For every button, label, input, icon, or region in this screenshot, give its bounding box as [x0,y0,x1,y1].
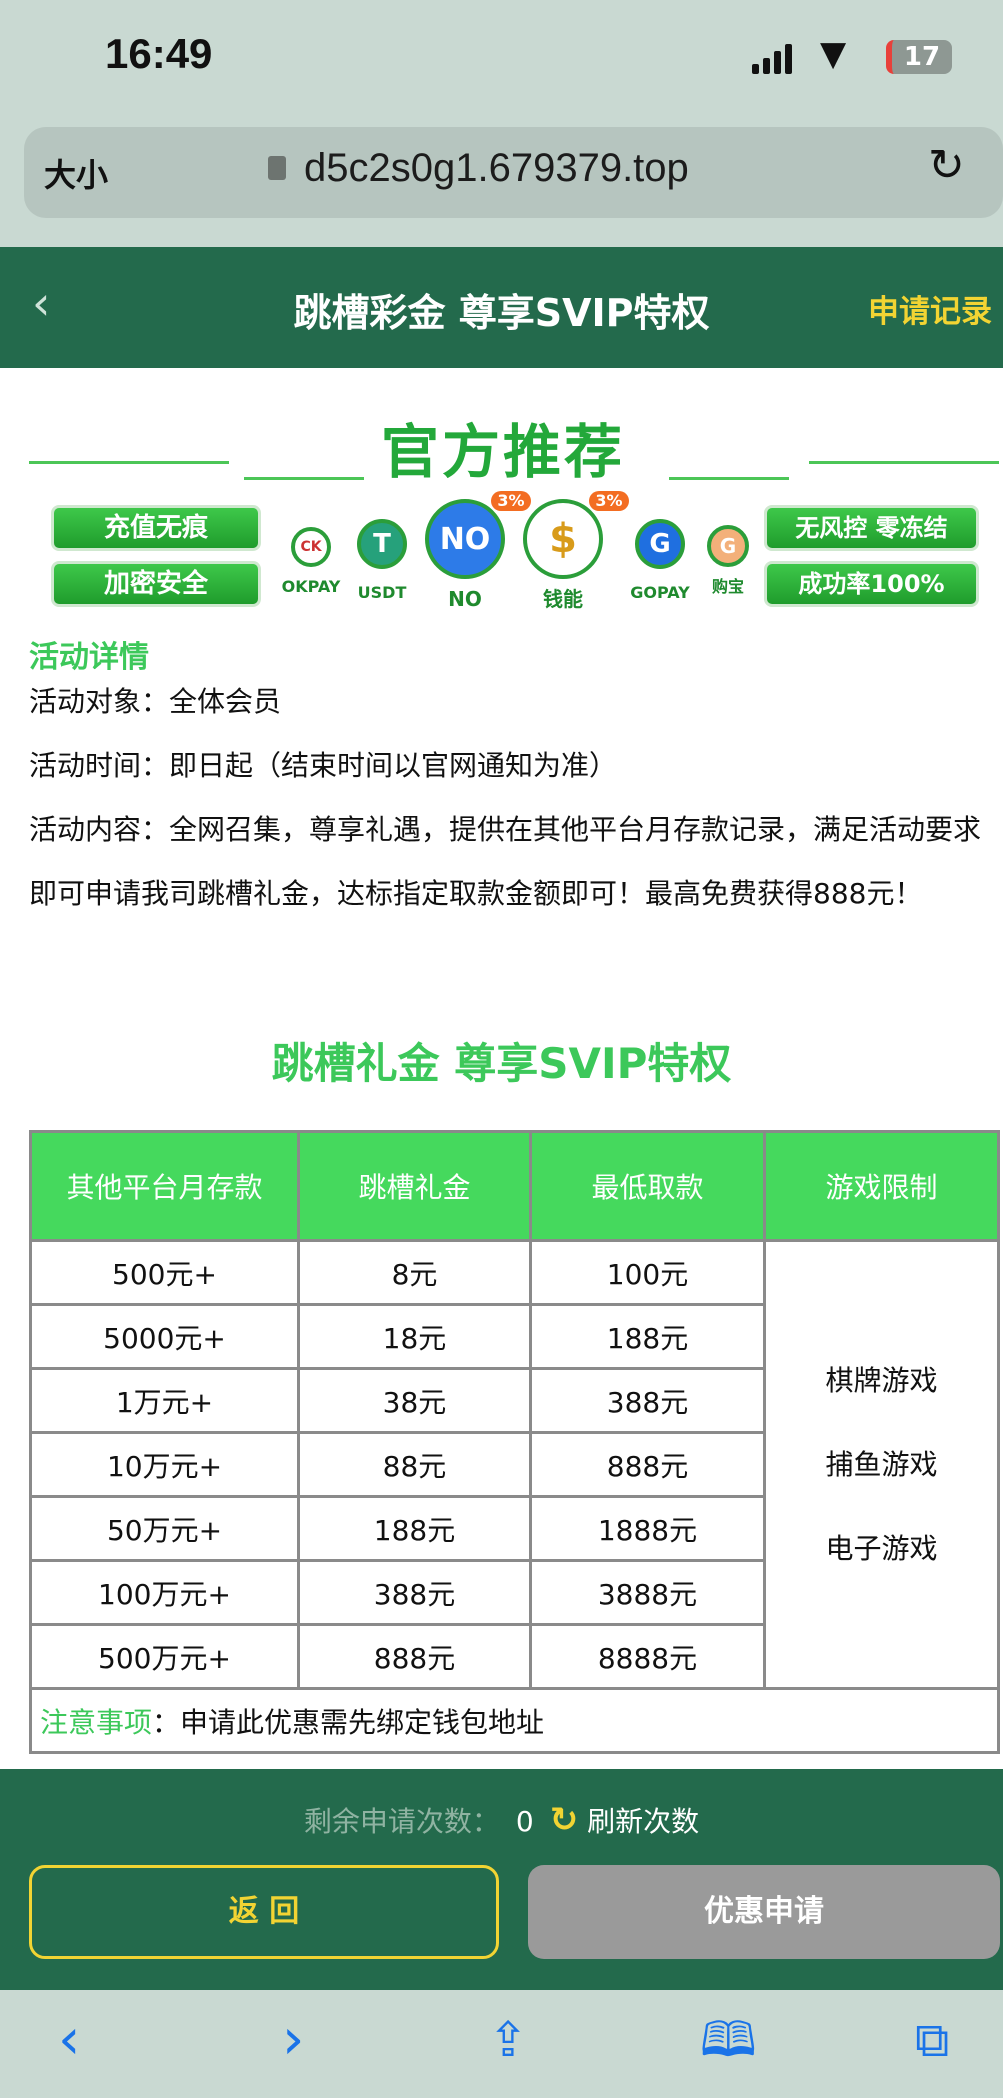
battery-icon: 17 [886,40,952,74]
cell: 1万元+ [29,1367,300,1434]
banner-badge: 充值无痕 [51,505,261,551]
cell: 8888元 [529,1623,766,1690]
banner-badge: 成功率100% [764,561,979,607]
back-chevron-icon[interactable]: ‹ [32,276,51,330]
note-text: ：申请此优惠需先绑定钱包地址 [152,1705,545,1739]
column-header: 跳槽礼金 [297,1130,532,1242]
table-row: 500万元+ 888元 8888元 [29,1623,999,1690]
table-row: 10万元+ 88元 888元 [29,1431,999,1498]
browser-back-icon[interactable]: ‹ [58,2007,81,2072]
coin-label: OKPAY [281,577,341,596]
text-size-button[interactable]: 大小 [44,156,109,194]
note-row: 注意事项：申请此优惠需先绑定钱包地址 [29,1687,1000,1754]
remaining-attempts: 剩余申请次数： 0 ↻ 刷新次数 [0,1800,1003,1840]
table-row: 500元+ 8元 100元 棋牌游戏捕鱼游戏电子游戏 [29,1239,1000,1690]
cell: 888元 [529,1431,766,1498]
remaining-count: 0 [515,1805,534,1838]
cell: 5000元+ [29,1303,300,1370]
cell: 38元 [297,1367,532,1434]
table-row: 50万元+ 188元 1888元 [29,1495,999,1562]
note-label: 注意事项 [40,1705,153,1739]
cell: 10万元+ [29,1431,300,1498]
table-row: 1万元+ 38元 388元 [29,1367,999,1434]
note-cell: 注意事项：申请此优惠需先绑定钱包地址 [29,1687,1000,1754]
reload-icon[interactable]: ↻ [928,140,965,191]
cell: 88元 [297,1431,532,1498]
wifi-icon: ▼ [820,34,847,74]
circuit-line [809,461,999,464]
cell: 1888元 [529,1495,766,1562]
cell: 388元 [529,1367,766,1434]
coin-label: GOPAY [630,583,690,602]
usdt-icon: T [357,519,407,569]
okpay-icon: CK [291,527,331,567]
promo-banner: 官方推荐 充值无痕 加密安全 无风控 零冻结 成功率100% CK OKPAY … [29,421,1000,615]
coin-label: USDT [357,583,407,602]
return-button[interactable]: 返 回 [29,1865,499,1959]
gopay-icon: G [635,519,685,569]
rewards-table: 其他平台月存款 跳槽礼金 最低取款 游戏限制 500元+ 8元 100元 棋牌游戏捕… [29,1130,1000,1754]
cell: 100万元+ [29,1559,300,1626]
application-records-link[interactable]: 申请记录 [868,294,992,330]
cell: 8元 [297,1239,532,1306]
cell: 500元+ [29,1239,300,1306]
table-row: 5000元+ 18元 188元 [29,1303,999,1370]
cell: 388元 [297,1559,532,1626]
circuit-line [669,477,789,480]
clock: 16:49 [105,30,213,77]
activity-time: 活动时间：即日起（结束时间以官网通知为准） [29,749,618,782]
rebate-badge: 3% [589,491,629,511]
banner-badge: 加密安全 [51,561,261,607]
column-header: 最低取款 [529,1130,766,1242]
goubao-icon: G [707,525,749,567]
remaining-label: 剩余申请次数： [303,1805,500,1838]
cell: 188元 [529,1303,766,1370]
activity-content: 活动内容：全网召集，尊享礼遇，提供在其他平台月存款记录，满足活动要求即可申请我司… [29,813,982,910]
browser-toolbar [0,1990,1003,2098]
url-text[interactable]: d5c2s0g1.679379.top [304,146,689,190]
coin-label: 购宝 [711,577,744,596]
circuit-line [244,477,364,480]
banner-title: 官方推荐 [381,418,626,486]
rebate-badge: 3% [491,491,531,511]
column-header: 游戏限制 [763,1130,1000,1242]
banner-badge: 无风控 零冻结 [764,505,979,551]
tabs-icon[interactable]: ⧉ [915,2012,950,2068]
signal-icon [752,42,792,74]
cell: 500万元+ [29,1623,300,1690]
rewards-subtitle: 跳槽礼金 尊享SVIP特权 [271,1039,732,1088]
lock-icon [268,156,286,180]
circuit-line [29,461,229,464]
page-title: 跳槽彩金 尊享SVIP特权 [293,291,710,335]
table-row: 100万元+ 388元 3888元 [29,1559,999,1626]
page-header [0,247,1003,368]
cell: 188元 [297,1495,532,1562]
share-icon[interactable]: ⇪ [488,2012,529,2068]
qianneng-icon: $ [523,499,603,579]
bookmarks-icon[interactable]: 🕮 [700,2012,757,2068]
address-bar[interactable] [24,127,1003,218]
apply-promotion-button[interactable]: 优惠申请 [528,1865,1000,1959]
activity-target: 活动对象：全体会员 [29,685,282,718]
coin-label: NO [448,587,482,611]
no-wallet-icon: NO [425,499,505,579]
game-type: 电子游戏 [825,1531,938,1565]
cell: 888元 [297,1623,532,1690]
refresh-count-button[interactable]: 刷新次数 [587,1805,700,1838]
game-restrictions-cell: 棋牌游戏捕鱼游戏电子游戏 [763,1239,1000,1690]
cell: 50万元+ [29,1495,300,1562]
game-type: 捕鱼游戏 [825,1447,938,1481]
cell: 100元 [529,1239,766,1306]
browser-forward-icon[interactable]: › [282,2007,305,2072]
coin-label: 钱能 [543,587,583,611]
column-header: 其他平台月存款 [29,1130,300,1242]
refresh-icon[interactable]: ↻ [549,1800,579,1840]
cell: 3888元 [529,1559,766,1626]
game-type: 棋牌游戏 [825,1363,938,1397]
table-header-row: 其他平台月存款 跳槽礼金 最低取款 游戏限制 [29,1130,1000,1242]
cell: 18元 [297,1303,532,1370]
section-title: 活动详情 [29,640,149,675]
